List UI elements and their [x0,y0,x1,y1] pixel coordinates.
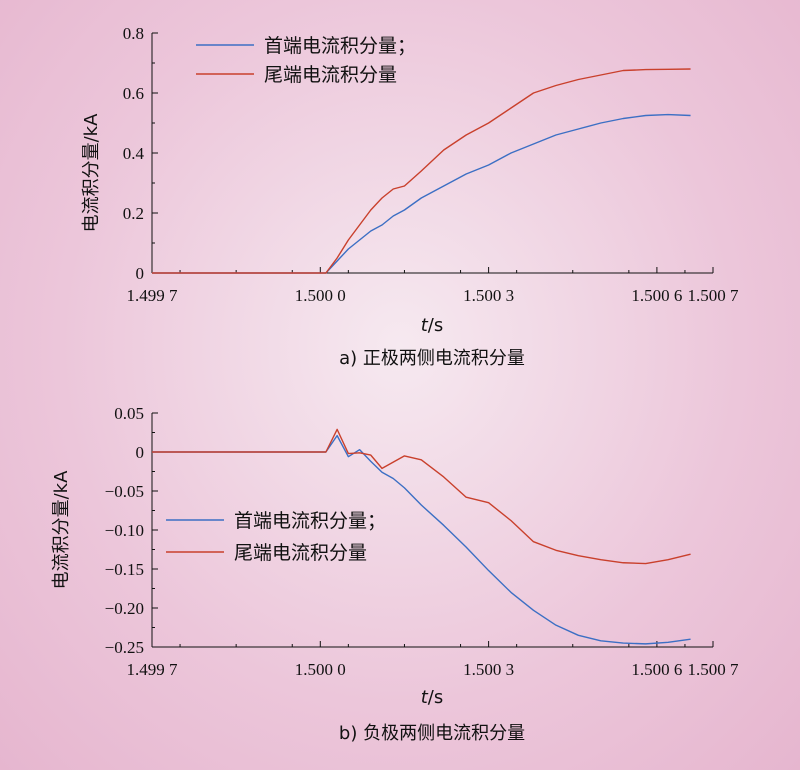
chart-b: 0.05 0 −0.05 −0.10 −0.15 −0.20 −0.25 1.499 7 1.5… [51,404,739,744]
x-tick-label: 1.500 7 [688,660,740,679]
legend-label: 首端电流积分量； [264,35,416,57]
x-label-unit-a: /s [428,315,443,336]
caption-a: a) 正极两侧电流积分量 [339,348,525,369]
y-tick-label: 0.4 [123,144,145,163]
y-tick-label: 0 [136,443,145,462]
caption-b: b) 负极两侧电流积分量 [339,723,525,744]
y-tick-label: 0 [136,264,145,283]
x-label-symbol-a: t [421,315,429,336]
y-tick-label: −0.15 [105,560,144,579]
legend-label: 尾端电流积分量 [234,542,367,564]
x-tick-label: 1.500 3 [463,286,514,305]
y-tick-label: −0.05 [105,482,144,501]
x-axis-label-b: t/s [421,687,444,708]
x-tick-label: 1.499 7 [127,660,179,679]
x-tick-label: 1.500 6 [631,660,682,679]
series-line-first-end [152,434,691,645]
plot-area-b: 0.05 0 −0.05 −0.10 −0.15 −0.20 −0.25 1.499 7 1.5… [105,404,739,679]
x-tick-label: 1.500 0 [295,286,346,305]
series-line-first-end [152,113,691,274]
plot-area-a: 0 0.2 0.4 0.6 0.8 1.499 7 1.500 0 1.500 3 1.500 … [123,24,739,305]
x-label-unit-b: /s [428,687,443,708]
y-tick-label: −0.25 [105,638,144,657]
x-axis-label-a: t/s [421,315,444,336]
x-tick-label: 1.500 7 [688,286,740,305]
y-tick-label: 0.8 [123,24,144,43]
x-label-symbol-b: t [421,687,429,708]
series-line-last-end [152,68,691,274]
legend-label: 尾端电流积分量 [264,64,397,86]
x-tick-label: 1.499 7 [127,286,179,305]
chart-a: 0 0.2 0.4 0.6 0.8 1.499 7 1.500 0 1.500 3 1.500 … [81,24,739,369]
y-axis-label-b: 电流积分量/kA [51,470,72,589]
y-tick-label: −0.10 [105,521,144,540]
y-tick-label: 0.05 [114,404,144,423]
x-tick-label: 1.500 6 [631,286,682,305]
y-axis-label-a: 电流积分量/kA [81,113,102,232]
x-tick-label: 1.500 0 [295,660,346,679]
series-line-last-end [152,428,691,565]
x-tick-label: 1.500 3 [463,660,514,679]
y-tick-label: 0.6 [123,84,144,103]
y-tick-label: 0.2 [123,204,144,223]
legend-label: 首端电流积分量； [234,510,386,532]
y-tick-label: −0.20 [105,599,144,618]
